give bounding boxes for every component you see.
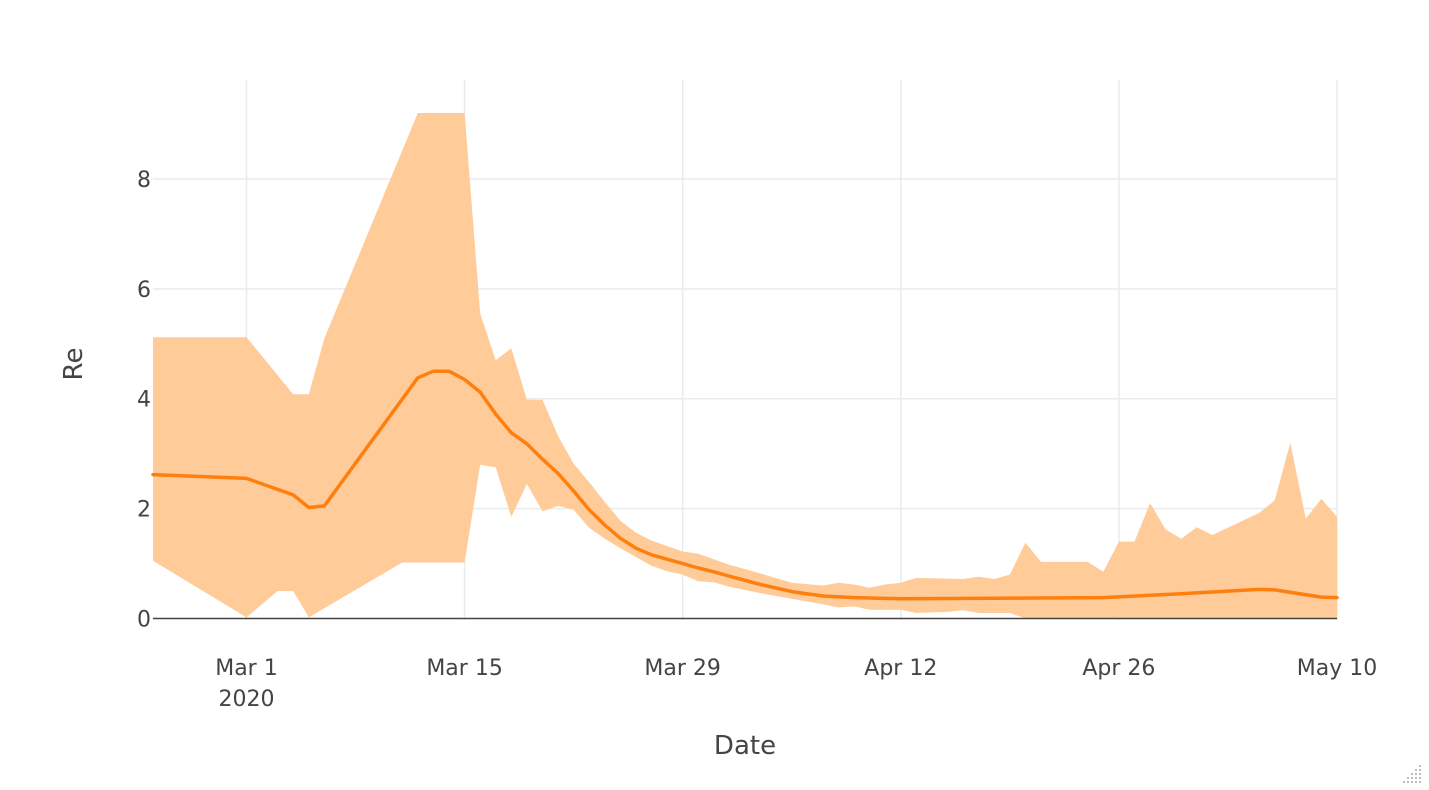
y-tick-label: 2: [137, 498, 151, 523]
x-axis-title: Date: [714, 731, 776, 761]
plot-area[interactable]: [151, 113, 1339, 620]
x-tick-label: Mar 1: [215, 656, 278, 681]
y-tick-label: 6: [137, 278, 151, 303]
y-tick-label: 8: [137, 168, 151, 193]
y-tick-label: 4: [137, 388, 151, 413]
x-tick-label: Mar 15: [426, 656, 503, 681]
y-tick-label: 0: [137, 608, 151, 633]
y-axis-title: Re: [59, 348, 89, 381]
resize-handle-icon[interactable]: [1401, 762, 1423, 784]
x-tick-label: May 10: [1297, 656, 1377, 681]
x-tick-label: Mar 29: [644, 656, 721, 681]
axes: Mar 1 2020 Mar 15 Mar 29 Apr 12 Apr 26 May 10 0…: [137, 168, 1377, 712]
x-tick-label: Apr 12: [864, 656, 937, 681]
confidence-band: [153, 113, 1337, 619]
series-line[interactable]: [151, 369, 1339, 601]
x-tick-label: Apr 26: [1082, 656, 1155, 681]
x-tick-sublabel: 2020: [218, 687, 274, 712]
